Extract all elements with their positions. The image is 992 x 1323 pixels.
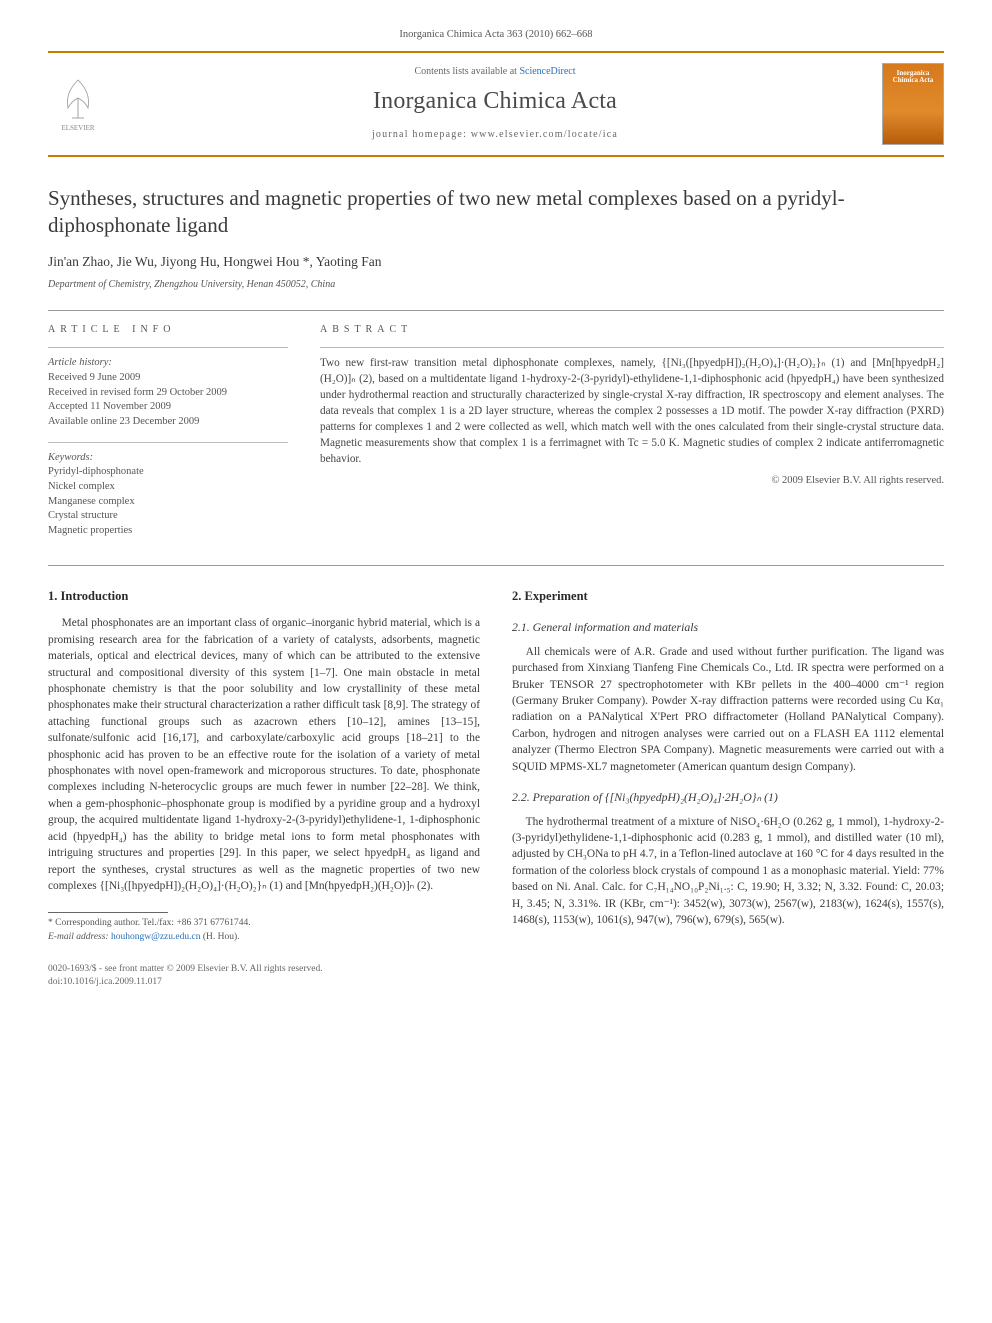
header-center: Contents lists available at ScienceDirec… <box>126 65 864 143</box>
article-info-label: ARTICLE INFO <box>48 323 288 337</box>
body-columns: 1. Introduction Metal phosphonates are a… <box>48 588 944 945</box>
article-title: Syntheses, structures and magnetic prope… <box>48 185 944 240</box>
history-item: Received in revised form 29 October 2009 <box>48 386 288 401</box>
divider <box>48 442 288 443</box>
elsevier-logo: ELSEVIER <box>48 69 108 139</box>
header-citation: Inorganica Chimica Acta 363 (2010) 662–6… <box>48 28 944 43</box>
contents-prefix: Contents lists available at <box>414 66 519 77</box>
keyword: Manganese complex <box>48 495 288 510</box>
sciencedirect-link[interactable]: ScienceDirect <box>519 66 575 77</box>
homepage-prefix: journal homepage: <box>372 129 471 140</box>
keyword: Pyridyl-diphosphonate <box>48 465 288 480</box>
section-heading: 1. Introduction <box>48 588 480 606</box>
keywords-heading: Keywords: <box>48 451 288 466</box>
keywords-block: Keywords: Pyridyl-diphosphonate Nickel c… <box>48 451 288 539</box>
affiliation: Department of Chemistry, Zhengzhou Unive… <box>48 278 944 292</box>
corresponding-author: * Corresponding author. Tel./fax: +86 37… <box>48 917 480 930</box>
history-item: Available online 23 December 2009 <box>48 415 288 430</box>
email-link[interactable]: houhongw@zzu.edu.cn <box>111 932 200 942</box>
divider <box>48 310 944 311</box>
section-introduction: 1. Introduction Metal phosphonates are a… <box>48 588 480 895</box>
cover-title: Inorganica Chimica Acta <box>885 70 941 85</box>
paragraph: The hydrothermal treatment of a mixture … <box>512 814 944 929</box>
abstract-text: Two new first-raw transition metal dipho… <box>320 356 944 467</box>
email-line: E-mail address: houhongw@zzu.edu.cn (H. … <box>48 931 480 944</box>
history-item: Accepted 11 November 2009 <box>48 400 288 415</box>
homepage-url: www.elsevier.com/locate/ica <box>471 129 618 140</box>
abstract-copyright: © 2009 Elsevier B.V. All rights reserved… <box>320 474 944 489</box>
divider <box>320 347 944 348</box>
history-heading: Article history: <box>48 356 288 371</box>
footnotes: * Corresponding author. Tel./fax: +86 37… <box>48 912 480 944</box>
abstract-col: ABSTRACT Two new first-raw transition me… <box>320 323 944 551</box>
footnote-rule <box>48 912 168 913</box>
history-item: Received 9 June 2009 <box>48 371 288 386</box>
article-info-col: ARTICLE INFO Article history: Received 9… <box>48 323 288 551</box>
footer-doi: doi:10.1016/j.ica.2009.11.017 <box>48 976 944 989</box>
info-abstract-row: ARTICLE INFO Article history: Received 9… <box>48 323 944 551</box>
subsection-heading: 2.1. General information and materials <box>512 619 944 636</box>
email-tail: (H. Hou). <box>200 932 239 942</box>
footer-line: 0020-1693/$ - see front matter © 2009 El… <box>48 963 944 976</box>
keyword: Crystal structure <box>48 509 288 524</box>
tree-icon <box>56 74 100 124</box>
contents-available-line: Contents lists available at ScienceDirec… <box>126 65 864 79</box>
divider <box>48 565 944 566</box>
keyword: Nickel complex <box>48 480 288 495</box>
divider <box>48 347 288 348</box>
abstract-label: ABSTRACT <box>320 323 944 337</box>
subsection-heading: 2.2. Preparation of {[Ni₃(hpyedpH)₂(H₂O)… <box>512 789 944 806</box>
journal-header-band: ELSEVIER Contents lists available at Sci… <box>48 51 944 157</box>
journal-cover-thumb: Inorganica Chimica Acta <box>882 63 944 145</box>
article-history: Article history: Received 9 June 2009 Re… <box>48 356 288 429</box>
page-footer: 0020-1693/$ - see front matter © 2009 El… <box>48 963 944 990</box>
keyword: Magnetic properties <box>48 524 288 539</box>
journal-title: Inorganica Chimica Acta <box>126 85 864 119</box>
journal-homepage: journal homepage: www.elsevier.com/locat… <box>126 128 864 142</box>
section-heading: 2. Experiment <box>512 588 944 606</box>
paragraph: All chemicals were of A.R. Grade and use… <box>512 644 944 775</box>
email-label: E-mail address: <box>48 932 109 942</box>
authors-line: Jin'an Zhao, Jie Wu, Jiyong Hu, Hongwei … <box>48 253 944 272</box>
section-experiment: 2. Experiment 2.1. General information a… <box>512 588 944 929</box>
elsevier-label: ELSEVIER <box>61 124 94 134</box>
paragraph: Metal phosphonates are an important clas… <box>48 615 480 894</box>
